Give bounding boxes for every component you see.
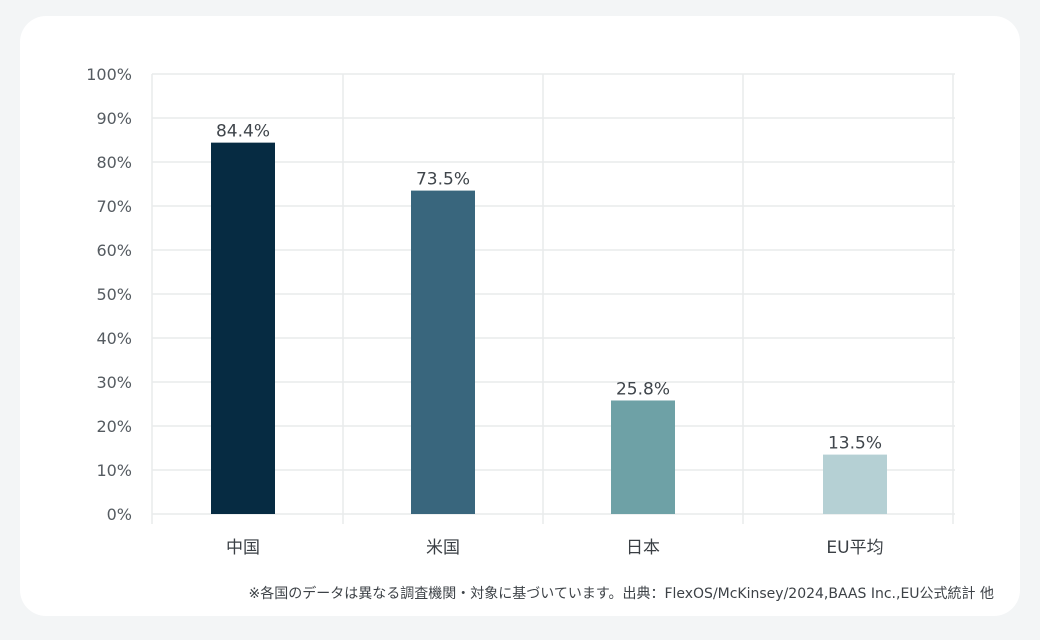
x-category-label: 中国 <box>226 538 260 558</box>
chart-card <box>20 16 1020 616</box>
y-tick-label: 20% <box>96 417 132 436</box>
y-tick-label: 30% <box>96 373 132 392</box>
x-category-label: EU平均 <box>826 538 883 558</box>
y-tick-label: 90% <box>96 109 132 128</box>
source-footnote: ※各国のデータは異なる調査機関・対象に基づいています。出典：FlexOS/McK… <box>248 586 994 602</box>
x-axis-categories: 中国 米国 日本 EU平均 <box>226 538 884 558</box>
x-category-label: 日本 <box>626 538 660 558</box>
data-label: 25.8% <box>616 379 670 399</box>
bar <box>211 142 275 514</box>
y-tick-label: 60% <box>96 241 132 260</box>
gridlines <box>151 73 955 524</box>
y-tick-label: 50% <box>96 285 132 304</box>
bar <box>611 400 675 514</box>
y-axis-ticks: 0% 10% 20% 30% 40% 50% 60% 70% 80% 90% 100% <box>86 65 132 524</box>
y-tick-label: 10% <box>96 461 132 480</box>
y-tick-label: 40% <box>96 329 132 348</box>
x-category-label: 米国 <box>426 538 460 558</box>
data-labels: 84.4% 73.5% 25.8% 13.5% <box>216 122 882 454</box>
bars <box>211 142 887 514</box>
bar <box>411 190 475 514</box>
y-tick-label: 80% <box>96 153 132 172</box>
y-tick-label: 0% <box>107 505 132 524</box>
data-label: 73.5% <box>416 170 470 190</box>
data-label: 13.5% <box>828 434 882 454</box>
y-tick-label: 100% <box>86 65 132 84</box>
bar <box>823 454 887 514</box>
data-label: 84.4% <box>216 122 270 142</box>
y-tick-label: 70% <box>96 197 132 216</box>
